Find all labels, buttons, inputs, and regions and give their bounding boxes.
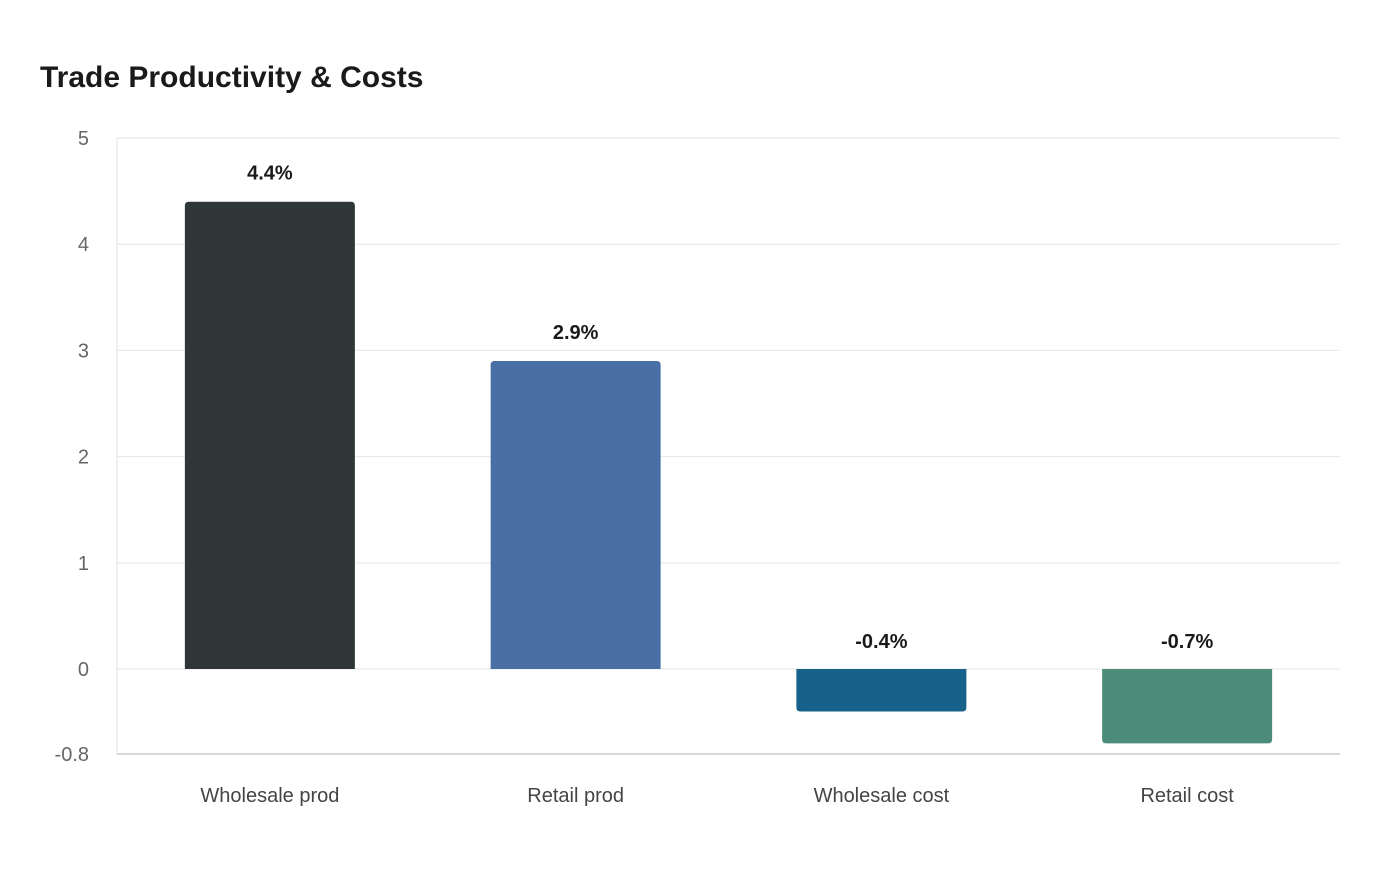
x-tick-label: Retail cost <box>1140 785 1234 807</box>
data-label: -0.4% <box>855 631 907 653</box>
labels: 5 4 3 2 1 0 -0.8 4.4% Wholesale prod 2.9% Retail p… <box>55 128 1235 807</box>
data-label: 2.9% <box>553 322 599 344</box>
chart-title: Trade Productivity & Costs <box>40 61 424 94</box>
bar-retail-cost <box>1102 669 1273 744</box>
bar-wholesale-cost <box>796 669 967 712</box>
y-tick-label: 4 <box>78 234 89 256</box>
bar-retail-prod <box>490 361 661 670</box>
y-tick-label: 1 <box>78 553 89 575</box>
y-tick-label: -0.8 <box>55 744 89 766</box>
y-tick-label: 0 <box>78 659 89 681</box>
axes <box>116 138 1340 755</box>
data-label: -0.7% <box>1161 631 1213 653</box>
y-tick-label: 5 <box>78 128 89 150</box>
bars <box>184 201 1273 744</box>
bar-wholesale-prod <box>184 201 355 670</box>
y-tick-label: 2 <box>78 447 89 469</box>
data-label: 4.4% <box>247 163 293 185</box>
x-tick-label: Wholesale prod <box>200 785 339 807</box>
x-tick-label: Retail prod <box>527 785 624 807</box>
x-tick-label: Wholesale cost <box>814 785 950 807</box>
y-tick-label: 3 <box>78 340 89 362</box>
